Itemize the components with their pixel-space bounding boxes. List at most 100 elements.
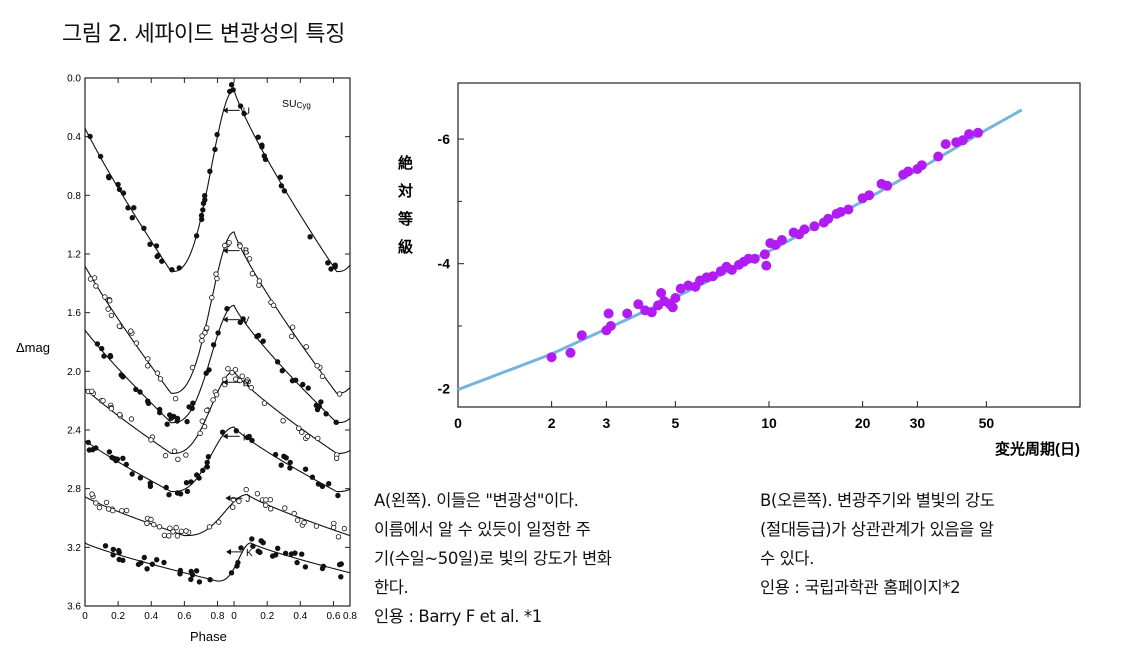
light-curve-point-U bbox=[202, 197, 208, 203]
light-curve-point-J bbox=[105, 506, 112, 512]
pl-point bbox=[646, 307, 657, 318]
light-curve-point-U bbox=[325, 260, 331, 266]
light-curve-point-J bbox=[173, 524, 179, 531]
pl-point bbox=[759, 249, 770, 260]
light-curve-point-I bbox=[163, 484, 169, 491]
light-curve-point-R bbox=[100, 398, 106, 404]
light-curve-ytick-label: 0.8 bbox=[67, 191, 81, 202]
light-curve-point-J bbox=[294, 517, 301, 523]
light-curve-point-U bbox=[154, 253, 160, 260]
caption-a-line: 기(수일~50일)로 빛의 강도가 변화 bbox=[374, 549, 612, 568]
light-curve-xtick-label: 0.6 bbox=[177, 611, 191, 622]
light-curve-point-B bbox=[213, 271, 219, 277]
light-curve-point-U bbox=[87, 133, 93, 140]
light-curve-point-U bbox=[159, 258, 165, 264]
light-curve-ytick-label: 0.0 bbox=[67, 74, 81, 85]
pl-point bbox=[633, 299, 644, 310]
light-curve-ytick-label: 1.6 bbox=[67, 308, 81, 319]
light-curve-point-I bbox=[246, 433, 252, 440]
light-curve-point-R bbox=[280, 418, 286, 424]
pl-xlabel: 変光周期(日) bbox=[995, 440, 1080, 458]
light-curve-point-U bbox=[131, 204, 137, 211]
light-curve-point-V bbox=[186, 404, 192, 410]
light-curve-point-V bbox=[289, 378, 296, 384]
light-curve-point-R bbox=[171, 448, 178, 454]
light-curve-point-R bbox=[213, 392, 220, 398]
light-curve-point-I bbox=[272, 451, 279, 458]
pl-point bbox=[809, 221, 820, 232]
light-curve-point-R bbox=[148, 437, 154, 443]
light-curve-point-V bbox=[156, 409, 163, 416]
light-curve-point-B bbox=[157, 376, 164, 382]
light-curve-point-K bbox=[102, 543, 109, 549]
light-curve-point-J bbox=[167, 525, 173, 531]
light-curve-point-U bbox=[259, 144, 265, 150]
pl-point bbox=[957, 135, 968, 146]
light-curve-V bbox=[84, 304, 351, 424]
light-curve-point-V bbox=[190, 400, 196, 406]
light-curve-point-I bbox=[287, 465, 293, 471]
light-curve-point-J bbox=[243, 486, 249, 493]
light-curve-point-B bbox=[237, 243, 243, 249]
light-curve-point-K bbox=[177, 567, 184, 574]
light-curve-point-U bbox=[281, 188, 288, 194]
light-curve-I bbox=[84, 426, 351, 493]
light-curve-point-U bbox=[169, 266, 175, 273]
light-curve-point-R bbox=[225, 366, 231, 372]
light-curve-point-K bbox=[238, 545, 244, 551]
light-curve-point-U bbox=[228, 82, 235, 88]
light-curve-point-J bbox=[178, 528, 185, 534]
pl-point bbox=[546, 352, 557, 363]
light-curve-point-K bbox=[294, 559, 300, 566]
pl-point bbox=[605, 321, 616, 331]
light-curve-point-V bbox=[184, 418, 190, 425]
light-curve-point-J bbox=[263, 502, 269, 508]
light-curve-point-J bbox=[144, 520, 150, 526]
light-curve-point-K bbox=[319, 565, 326, 572]
light-curve-point-U bbox=[241, 110, 247, 117]
light-curve-point-V bbox=[215, 330, 221, 336]
light-curve-point-U bbox=[212, 146, 218, 153]
light-curve-point-V bbox=[98, 345, 105, 352]
light-curve-point-V bbox=[255, 332, 262, 339]
pl-point bbox=[707, 271, 718, 282]
light-curve-label-arrowhead bbox=[225, 495, 231, 502]
light-curve-point-R bbox=[183, 452, 189, 458]
light-curve-point-B bbox=[189, 364, 196, 371]
light-curve-point-U bbox=[97, 153, 104, 160]
light-curve-point-B bbox=[108, 312, 115, 319]
light-curve-point-J bbox=[216, 519, 222, 525]
light-curve-point-J bbox=[268, 506, 274, 512]
pl-xtick-label: 2 bbox=[548, 415, 556, 431]
pl-point bbox=[903, 166, 914, 177]
light-curve-point-B bbox=[249, 270, 256, 277]
light-curve-point-V bbox=[133, 386, 139, 393]
pl-point bbox=[675, 283, 686, 294]
light-curve-label-arrowhead bbox=[226, 548, 231, 555]
light-curve-point-K bbox=[255, 548, 261, 554]
light-curve-point-R bbox=[229, 369, 235, 376]
pl-xtick-label: 30 bbox=[910, 415, 926, 431]
light-curve-point-B bbox=[105, 306, 111, 312]
light-curve-point-U bbox=[153, 243, 160, 249]
light-curve-label-K: K bbox=[246, 548, 253, 559]
light-curve-point-B bbox=[226, 239, 232, 246]
light-curve-point-B bbox=[106, 297, 113, 304]
light-curve-point-B bbox=[93, 283, 99, 289]
light-curve-point-R bbox=[232, 376, 239, 382]
light-curve-point-U bbox=[116, 186, 123, 193]
light-curve-ylabel: Δmag bbox=[16, 340, 50, 355]
light-curve-point-I bbox=[326, 481, 332, 487]
light-curve-point-B bbox=[303, 344, 309, 350]
light-curve-title: SUCyg bbox=[282, 98, 311, 110]
light-curve-point-R bbox=[248, 384, 254, 391]
light-curve-point-K bbox=[258, 538, 264, 544]
light-curve-series: U B V R I J K bbox=[84, 82, 351, 585]
pl-point bbox=[576, 330, 587, 341]
light-curve-xtick-label: 0.8 bbox=[211, 611, 225, 622]
light-curve-point-B bbox=[133, 340, 140, 346]
pl-ylabel-char: 対 bbox=[397, 182, 413, 200]
light-curve-point-R bbox=[175, 456, 181, 462]
light-curve-point-B bbox=[204, 325, 210, 331]
light-curve-point-K bbox=[115, 547, 122, 554]
